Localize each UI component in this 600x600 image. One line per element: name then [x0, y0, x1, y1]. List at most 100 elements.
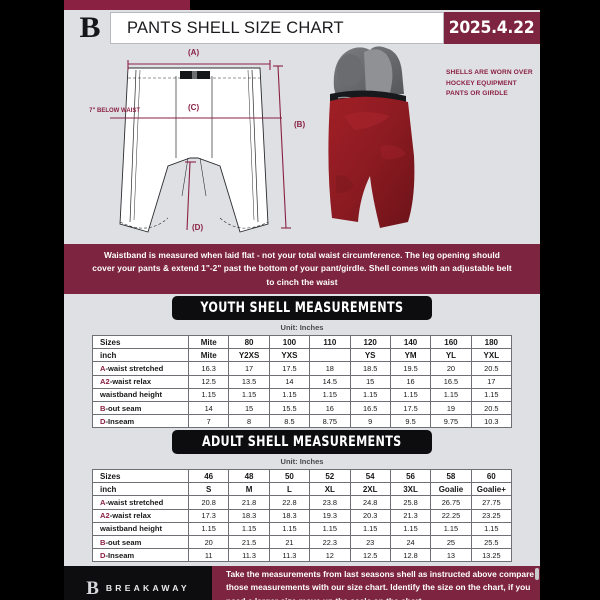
row-label: Sizes: [92, 468, 189, 484]
table-cell: 46: [187, 468, 230, 484]
table-cell: 1.15: [430, 387, 472, 402]
pants-technical-drawing: (A) (B) (C) (D) 7" BELOW WAIST: [70, 46, 318, 242]
row-label-marker: A2: [100, 511, 110, 521]
adult-unit-label: Unit: Inches: [280, 457, 324, 466]
table-cell: 15.5: [268, 400, 311, 416]
below-waist-note: 7" BELOW WAIST: [89, 108, 140, 114]
table-cell: 11.3: [228, 548, 270, 563]
table-cell: 19.5: [389, 361, 432, 376]
measurement-info-text: Waistband is measured when laid flat - n…: [92, 249, 512, 287]
table-cell: 15: [349, 374, 391, 389]
adult-section-title: ADULT SHELL MEASUREMENTS: [202, 434, 402, 450]
table-cell: 17.5: [389, 400, 432, 416]
table-cell: YXL: [470, 348, 513, 363]
table-cell: L: [268, 482, 311, 497]
table-cell: 1.15: [309, 387, 351, 402]
table-cell: 12: [309, 548, 351, 563]
chart-content: B PANTS SHELL SIZE CHART 2025.4.22: [64, 10, 540, 600]
table-cell: 8.75: [309, 414, 351, 429]
table-cell: [309, 348, 351, 363]
table-cell: 12.8: [389, 548, 432, 563]
row-label: B-out seam: [92, 400, 189, 416]
table-cell: 23: [349, 534, 391, 550]
table-cell: 12.5: [187, 374, 230, 389]
table-cell: 1.15: [389, 521, 432, 536]
illustration-row: (A) (B) (C) (D) 7" BELOW WAIST: [64, 46, 540, 242]
footer-brand-name: BREAKAWAY: [105, 583, 190, 593]
table-cell: 12.5: [349, 548, 391, 563]
table-cell: 54: [349, 468, 391, 484]
table-cell: M: [228, 482, 270, 497]
table-cell: 25: [430, 534, 472, 550]
youth-table-body: Sizes Mite 80 100 110 120 140 160 180 inch Mite Y2X…: [92, 334, 513, 429]
table-cell: 110: [309, 334, 351, 350]
table-row: inch Mite Y2XS YXS YS YM YL YXL: [92, 348, 513, 363]
table-cell: 1.15: [389, 387, 432, 402]
youth-section: YOUTH SHELL MEASUREMENTS Unit: Inches Si…: [64, 296, 540, 429]
table-cell: 180: [470, 334, 513, 350]
table-cell: 20.5: [470, 400, 513, 416]
table-row: B-out seam 20 21.5 21 22.3 23 24 25 25.5: [92, 534, 513, 550]
table-cell: 18.3: [268, 508, 311, 523]
table-cell: 8: [228, 414, 270, 429]
table-cell: 10.3: [470, 414, 513, 429]
table-cell: 24.8: [349, 495, 391, 510]
table-row: D-Inseam 11 11.3 11.3 12 12.5 12.8 13 13.25: [92, 548, 513, 563]
table-cell: 21.5: [228, 534, 270, 550]
table-cell: 16: [309, 400, 351, 416]
table-row: waistband height 1.15 1.15 1.15 1.15 1.15 1.15…: [92, 387, 513, 402]
scrollbar-thumb[interactable]: [535, 568, 539, 580]
table-cell: 13.5: [228, 374, 270, 389]
youth-section-title: YOUTH SHELL MEASUREMENTS: [200, 300, 404, 316]
table-row: inch S M L XL 2XL 3XL Goalie Goalie+: [92, 482, 513, 497]
adult-section-banner: ADULT SHELL MEASUREMENTS: [172, 430, 432, 454]
table-cell: 18: [309, 361, 351, 376]
table-cell: YXS: [268, 348, 311, 363]
table-cell: Goalie: [430, 482, 472, 497]
table-cell: 20.3: [349, 508, 391, 523]
adult-size-table: Sizes 46 48 50 52 54 56 58 60 inch S M L XL 2XL 3XL Goal…: [92, 468, 513, 563]
table-cell: 1.15: [470, 521, 513, 536]
row-label: D-Inseam: [92, 548, 189, 563]
table-cell: 3XL: [389, 482, 432, 497]
dimension-label-d: (D): [192, 223, 204, 232]
table-cell: 60: [470, 468, 513, 484]
table-cell: Y2XS: [228, 348, 270, 363]
table-cell: 26.75: [430, 495, 472, 510]
table-cell: 17.5: [268, 361, 311, 376]
row-label: D-Inseam: [92, 414, 189, 429]
footer-brand-logo: B: [86, 577, 99, 599]
table-cell: 11.3: [268, 548, 311, 563]
table-cell: 21.8: [228, 495, 270, 510]
row-label: waistband height: [92, 521, 189, 536]
brand-logo: B: [64, 12, 110, 44]
page-header: B PANTS SHELL SIZE CHART 2025.4.22: [64, 12, 540, 44]
table-cell: 17: [228, 361, 270, 376]
table-row: A2-waist relax 17.3 18.3 18.3 19.3 20.3 21.3 22…: [92, 508, 513, 523]
row-label: inch: [92, 482, 189, 497]
table-cell: 25.5: [470, 534, 513, 550]
table-cell: 56: [389, 468, 432, 484]
table-cell: 14.5: [309, 374, 351, 389]
dimension-label-c: (C): [188, 103, 200, 112]
table-cell: 140: [389, 334, 432, 350]
table-cell: 1.15: [349, 521, 391, 536]
table-cell: 120: [349, 334, 391, 350]
page-title: PANTS SHELL SIZE CHART: [127, 18, 344, 37]
table-cell: 22.8: [268, 495, 311, 510]
table-cell: 21: [268, 534, 311, 550]
table-cell: 24: [389, 534, 432, 550]
pants-diagram-svg: [110, 60, 291, 233]
shell-product-photo: [320, 46, 440, 242]
table-cell: YS: [349, 348, 391, 363]
table-cell: 20.5: [470, 361, 513, 376]
row-label-marker: A: [100, 363, 106, 373]
footer-brand: B BREAKAWAY: [64, 566, 212, 600]
row-label-marker: A2: [100, 377, 110, 387]
table-cell: Mite: [187, 348, 230, 363]
table-cell: 2XL: [349, 482, 391, 497]
table-cell: S: [187, 482, 230, 497]
table-row: waistband height 1.15 1.15 1.15 1.15 1.15 1.15…: [92, 521, 513, 536]
table-cell: 1.15: [228, 387, 270, 402]
